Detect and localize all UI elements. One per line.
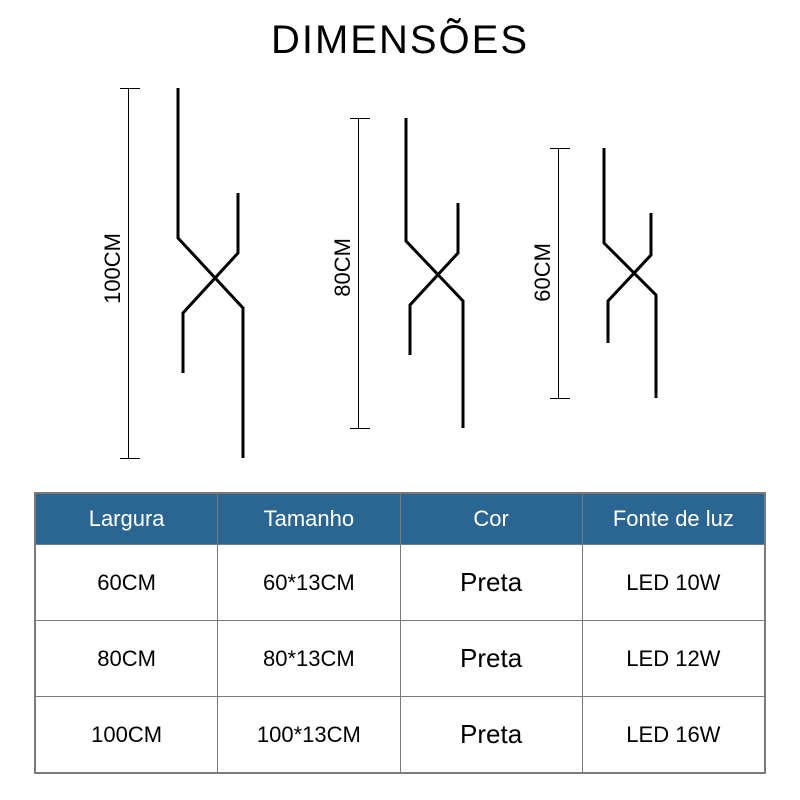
lamp-shape-60 [578, 143, 718, 403]
lamp-shape-80 [378, 113, 528, 433]
col-tamanho: Tamanho [218, 494, 400, 545]
cell-tamanho: 60*13CM [218, 545, 400, 621]
cell-largura: 100CM [36, 697, 218, 773]
col-cor: Cor [400, 494, 582, 545]
dim-label-60: 60CM [530, 243, 556, 302]
cell-cor: Preta [400, 621, 582, 697]
table-header-row: Largura Tamanho Cor Fonte de luz [36, 494, 765, 545]
dim-label-100: 100CM [100, 233, 126, 304]
cell-tamanho: 100*13CM [218, 697, 400, 773]
col-fonte: Fonte de luz [582, 494, 764, 545]
dim-label-80: 80CM [330, 238, 356, 297]
cell-largura: 80CM [36, 621, 218, 697]
diagrams-area: 100CM 80CM 60CM [0, 73, 800, 483]
cell-tamanho: 80*13CM [218, 621, 400, 697]
page-title: DIMENSÕES [0, 0, 800, 63]
table-row: 100CM 100*13CM Preta LED 16W [36, 697, 765, 773]
specs-table: Largura Tamanho Cor Fonte de luz 60CM 60… [34, 492, 766, 774]
lamp-shape-100 [148, 83, 308, 463]
cell-fonte: LED 10W [582, 545, 764, 621]
table-row: 60CM 60*13CM Preta LED 10W [36, 545, 765, 621]
cell-fonte: LED 12W [582, 621, 764, 697]
col-largura: Largura [36, 494, 218, 545]
cell-fonte: LED 16W [582, 697, 764, 773]
cell-largura: 60CM [36, 545, 218, 621]
cell-cor: Preta [400, 697, 582, 773]
table-row: 80CM 80*13CM Preta LED 12W [36, 621, 765, 697]
cell-cor: Preta [400, 545, 582, 621]
